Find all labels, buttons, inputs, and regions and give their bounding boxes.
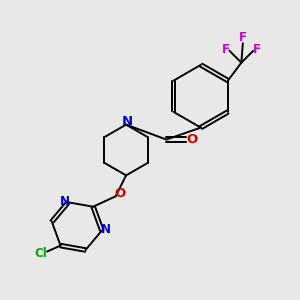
- Text: Cl: Cl: [34, 247, 47, 260]
- Text: O: O: [115, 188, 126, 200]
- Text: N: N: [122, 115, 133, 128]
- Text: F: F: [253, 43, 261, 56]
- Text: O: O: [186, 133, 197, 146]
- Text: N: N: [100, 223, 110, 236]
- Text: F: F: [239, 32, 247, 44]
- Text: F: F: [221, 43, 230, 56]
- Text: N: N: [60, 195, 70, 208]
